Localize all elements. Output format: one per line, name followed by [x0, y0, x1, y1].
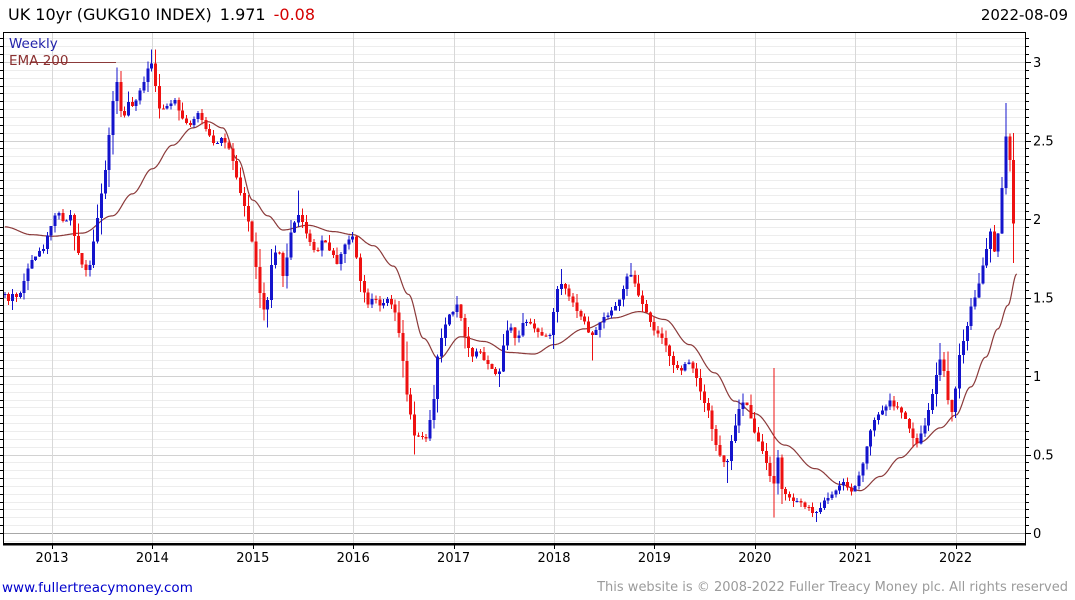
candles-layer — [3, 49, 1016, 523]
y-axis-label: 3 — [1033, 56, 1041, 71]
site-link[interactable]: www.fullertreacymoney.com — [2, 580, 193, 596]
copyright-text: This website is © 2008-2022 Fuller Treac… — [597, 580, 1068, 595]
x-axis-label: 2015 — [236, 551, 269, 566]
chart-legend: Weekly EMA 200 — [9, 36, 68, 70]
ema-line — [4, 121, 1018, 492]
y-axis-label: 0 — [1033, 527, 1041, 542]
y-axis-label: 2 — [1033, 213, 1041, 228]
axis-labels: 0 0.5 1 1.5 2 2.5 3 2013 2014 2015 2016 2017 2018 201… — [35, 56, 1053, 566]
x-axis-label: 2013 — [35, 551, 68, 566]
y-axis-label: 2.5 — [1033, 135, 1054, 150]
legend-timeframe-label: Weekly — [9, 36, 58, 52]
legend-ema-label: EMA 200 — [9, 53, 69, 69]
x-axis-label: 2016 — [337, 551, 370, 566]
y-axis-label: 1 — [1033, 370, 1041, 385]
x-axis-label: 2018 — [537, 551, 570, 566]
y-axis-label: 0.5 — [1033, 449, 1054, 464]
chart-title-row: UK 10yr (GUKG10 INDEX) 1.971 -0.08 — [8, 5, 315, 24]
gridlines-layer — [3, 32, 1026, 544]
last-price-value: 1.971 — [219, 5, 266, 24]
x-axis-label: 2017 — [437, 551, 470, 566]
y-axis-label: 1.5 — [1033, 292, 1054, 307]
x-axis-label: 2021 — [839, 551, 872, 566]
price-change: -0.08 — [273, 5, 316, 24]
chart-date: 2022-08-09 — [980, 6, 1068, 24]
x-axis-label: 2022 — [939, 551, 972, 566]
x-axis-label: 2014 — [136, 551, 169, 566]
chart-title: UK 10yr (GUKG10 INDEX) — [8, 5, 212, 24]
axis-ticks — [0, 38, 1031, 549]
x-axis-label: 2020 — [738, 551, 771, 566]
x-axis-label: 2019 — [638, 551, 671, 566]
